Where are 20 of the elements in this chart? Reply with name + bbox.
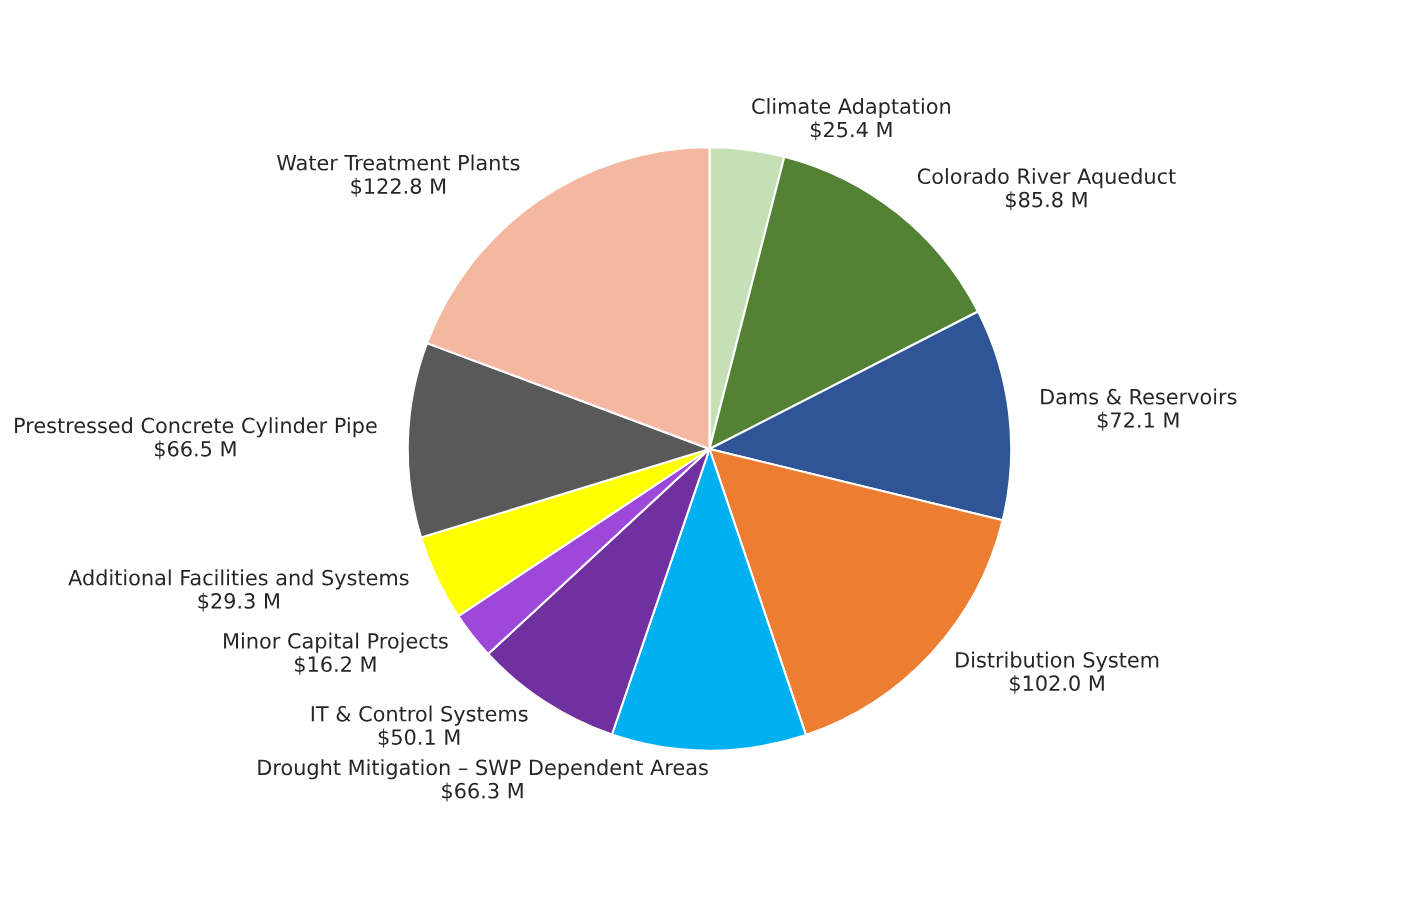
slice-label: Distribution System — [956, 651, 1159, 672]
data-label: $29.3 M — [198, 592, 279, 612]
slice-label: Climate Adaptation — [752, 97, 950, 119]
data-label: $85.8 M — [1006, 191, 1087, 211]
slice-label: IT & Control Systems — [311, 705, 528, 726]
data-label: $72.1 M — [1097, 411, 1179, 431]
slice-label: Colorado River Aqueduct — [917, 167, 1176, 189]
data-label: $16.2 M — [295, 655, 376, 675]
data-label: $102.0 M — [1010, 674, 1104, 694]
data-label: $66.3 M — [442, 782, 523, 802]
slice-label: Minor Capital Projects — [224, 632, 448, 653]
data-label: $25.4 M — [810, 121, 892, 141]
data-label: $50.1 M — [378, 728, 460, 748]
data-label: $66.5 M — [155, 440, 236, 460]
data-label: $122.8 M — [351, 177, 446, 197]
slice-label: Water Treatment Plants — [276, 154, 520, 171]
slice-label: Additional Facilities and Systems — [68, 569, 409, 590]
slice-label: Dams & Reservoirs — [1041, 388, 1237, 405]
slice-label: Drought Mitigation – SWP Dependent Areas — [258, 759, 708, 780]
slice-label: Prestressed Concrete Cylinder Pipe — [15, 417, 377, 438]
